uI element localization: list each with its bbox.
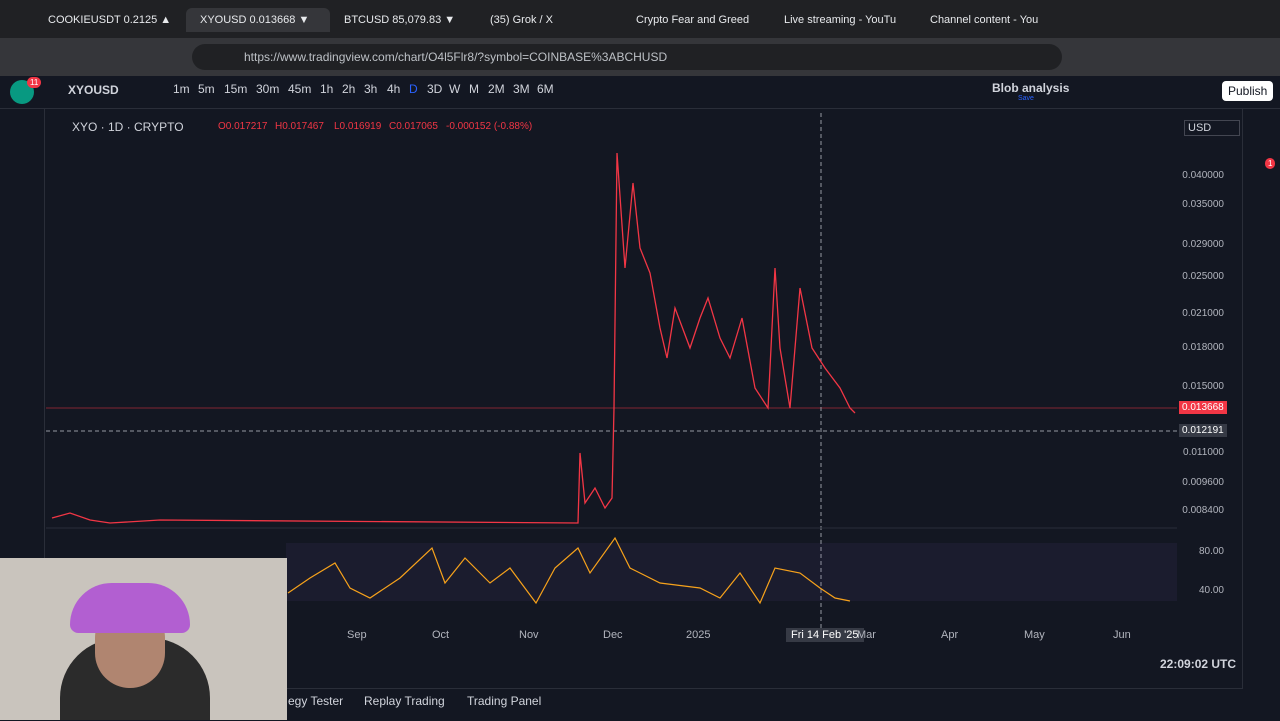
price-label: 0.015000: [1182, 381, 1224, 392]
ohlc-value: C0.017065: [389, 121, 438, 132]
time-label: Nov: [519, 629, 539, 641]
interval-button[interactable]: 4h: [387, 82, 401, 96]
right-toolbar: [1242, 109, 1280, 689]
bottom-tab[interactable]: Trading Panel: [467, 694, 542, 708]
interval-button[interactable]: 2h: [342, 82, 356, 96]
rsi-label: 80.00: [1198, 546, 1224, 557]
webcam-overlay: [0, 558, 287, 720]
price-label: 0.029000: [1182, 239, 1224, 250]
browser-tab[interactable]: (35) Grok / X: [490, 14, 553, 26]
price-label: 0.008400: [1182, 505, 1224, 516]
interval-button[interactable]: 5m: [198, 82, 215, 96]
interval-button[interactable]: 1m: [173, 82, 190, 96]
ohlc-value: -0.000152 (-0.88%): [446, 121, 533, 132]
publish-button[interactable]: Publish: [1222, 81, 1274, 101]
interval-button[interactable]: 15m: [224, 82, 248, 96]
rsi-label: 40.00: [1198, 585, 1224, 596]
price-label: 0.040000: [1182, 170, 1224, 181]
interval-button[interactable]: 3D: [427, 82, 443, 96]
crosshair-price-label: 0.012191: [1179, 424, 1227, 437]
interval-button[interactable]: M: [469, 82, 479, 96]
browser-tab[interactable]: COOKIEUSDT 0.2125 ▲: [48, 14, 172, 26]
layout-status: Save: [1018, 95, 1034, 102]
browser-tab[interactable]: Live streaming - YouTu: [784, 14, 897, 26]
price-series: [51, 152, 856, 524]
browser-tab[interactable]: XYOUSD 0.013668 ▼: [186, 8, 330, 32]
time-label: Jun: [1113, 629, 1131, 641]
interval-button[interactable]: 45m: [288, 82, 312, 96]
interval-button[interactable]: 3M: [513, 82, 530, 96]
alert-badge: 1: [1265, 158, 1276, 169]
hat: [70, 583, 190, 633]
currency[interactable]: USD: [1184, 120, 1241, 136]
symbol-search[interactable]: XYOUSD: [68, 83, 119, 97]
avatar-badge: 11: [27, 77, 42, 88]
time-label: Apr: [941, 629, 959, 641]
ohlc-value: O0.017217: [218, 121, 268, 132]
interval-button[interactable]: W: [449, 82, 461, 96]
browser-tab[interactable]: Crypto Fear and Greed: [636, 14, 750, 26]
interval-button[interactable]: 1h: [320, 82, 334, 96]
layout-name[interactable]: Blob analysis: [992, 81, 1070, 95]
time-label: Oct: [432, 629, 450, 641]
time-label: Mar: [857, 629, 876, 641]
interval-button[interactable]: 30m: [256, 82, 280, 96]
last-price-label: 0.013668: [1179, 401, 1227, 414]
price-label: 0.011000: [1183, 447, 1224, 458]
clock[interactable]: 22:09:02 UTC: [1160, 657, 1237, 671]
url-field[interactable]: [192, 44, 1062, 70]
bottom-panel: [0, 688, 1242, 721]
chart-pane: [46, 113, 1177, 628]
bottom-tab[interactable]: Replay Trading: [364, 694, 445, 708]
interval-button[interactable]: 3h: [364, 82, 378, 96]
time-label: 2025: [686, 629, 711, 641]
price-label: 0.018000: [1182, 342, 1224, 353]
chart-toolbar: [0, 76, 1280, 109]
price-label: 0.009600: [1182, 477, 1224, 488]
time-label: Sep: [347, 629, 367, 641]
ohlc-value: L0.016919: [334, 121, 382, 132]
browser-tab[interactable]: BTCUSD 85,079.83 ▼: [344, 14, 456, 26]
rsi-band: [286, 543, 1177, 601]
browser-tab[interactable]: Channel content - You: [930, 14, 1039, 26]
time-label: May: [1024, 629, 1045, 641]
rsi-series: [287, 536, 851, 605]
interval-button[interactable]: 2M: [488, 82, 505, 96]
ohlc-value: H0.017467: [275, 121, 324, 132]
price-label: 0.035000: [1182, 199, 1224, 210]
price-label: 0.021000: [1182, 308, 1224, 319]
crosshair-date-label: Fri 14 Feb '25: [786, 628, 864, 642]
left-toolbar: [0, 109, 45, 647]
interval-button[interactable]: 6M: [537, 82, 554, 96]
price-label: 0.025000: [1182, 271, 1224, 282]
bottom-tab[interactable]: egy Tester: [288, 694, 344, 708]
url: https://www.tradingview.com/chart/O4l5Fl…: [244, 50, 668, 64]
time-label: Dec: [603, 629, 623, 641]
interval-button[interactable]: D: [409, 82, 418, 96]
legend-symbol[interactable]: XYO · 1D · CRYPTO: [72, 120, 184, 134]
